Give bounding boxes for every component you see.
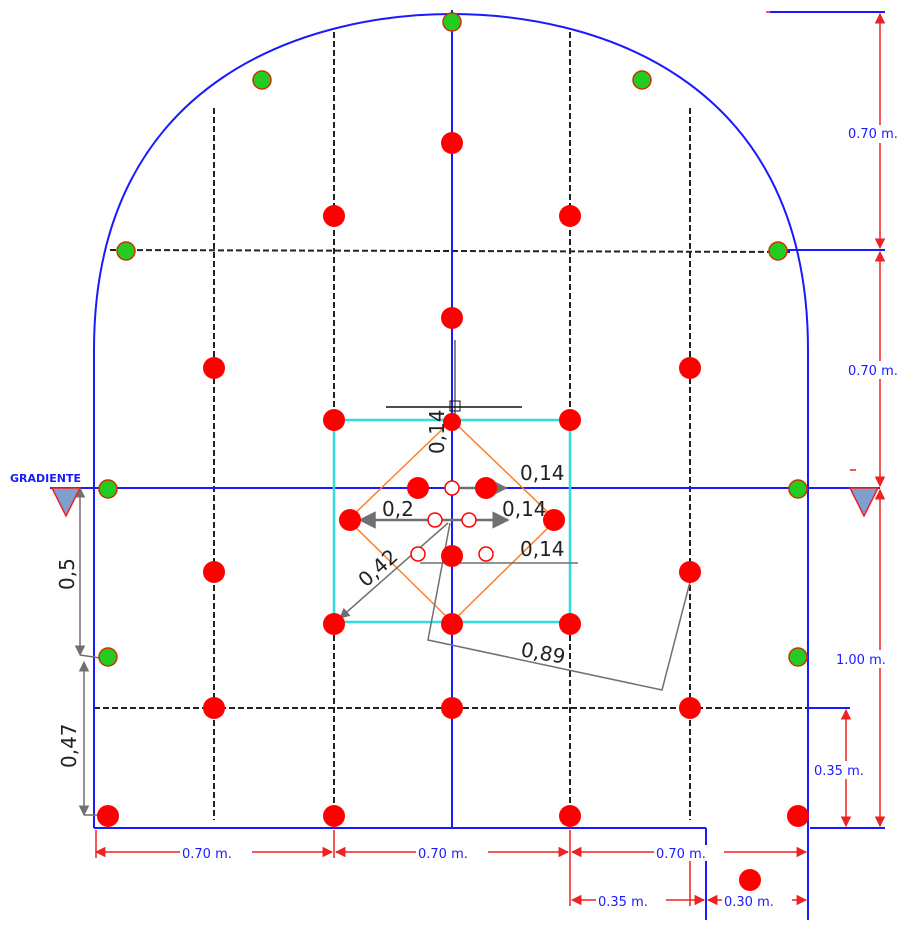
meas-cut-right-1: 0,14 — [520, 461, 565, 485]
production-hole — [739, 869, 761, 891]
perimeter-holes — [98, 12, 808, 667]
production-hole — [559, 205, 581, 227]
meas-cut-right-3: 0,14 — [520, 537, 565, 561]
gradient-label: GRADIENTE — [10, 472, 81, 485]
label-bg — [846, 361, 906, 379]
perimeter-hole — [788, 647, 808, 667]
label-bg — [596, 893, 666, 909]
production-hole — [441, 545, 463, 567]
measurement-arrows — [74, 479, 691, 817]
production-hole — [475, 477, 497, 499]
production-hole — [679, 357, 701, 379]
production-hole — [559, 805, 581, 827]
arrow-diagonal — [339, 522, 449, 619]
relief-hole — [444, 480, 460, 496]
relief-hole — [427, 512, 443, 528]
dim-label-bottom-right: 0.70 m. — [656, 847, 706, 862]
cut-crosshair-box — [449, 400, 461, 412]
dim-label-bottom-center: 0.70 m. — [418, 847, 468, 862]
gradient-triangle-left — [50, 487, 82, 518]
label-bg — [834, 650, 904, 668]
meas-cut-top: 0,14 — [425, 409, 449, 454]
production-hole — [441, 132, 463, 154]
production-hole — [443, 413, 461, 431]
relief-hole — [410, 546, 426, 562]
meas-left-upper: 0,5 — [55, 558, 79, 590]
label-bg — [180, 845, 252, 861]
production-hole — [787, 805, 809, 827]
label-bg — [416, 845, 488, 861]
tunnel-outline — [50, 10, 885, 920]
production-hole — [323, 805, 345, 827]
perimeter-hole — [632, 70, 652, 90]
dim-label-ditch-width: 0.35 m. — [598, 895, 648, 910]
meas-cut-left: 0,2 — [382, 497, 414, 521]
measurement-labels: 0,14 0,14 0,14 0,14 0,2 0,42 0,89 0,5 0,… — [55, 409, 567, 768]
relief-hole — [478, 546, 494, 562]
meas-cut-right-2: 0,14 — [502, 497, 547, 521]
meas-long-diagonal: 0,89 — [519, 637, 567, 668]
production-hole — [441, 697, 463, 719]
label-bg — [812, 761, 878, 779]
arrow-left-upper-tick — [79, 654, 101, 659]
dim-label-right-lower: 1.00 m. — [836, 653, 886, 668]
production-hole — [679, 561, 701, 583]
gradient-triangle-right — [848, 487, 880, 518]
production-hole — [559, 613, 581, 635]
perimeter-hole — [98, 479, 118, 499]
label-bg — [722, 893, 792, 909]
perimeter-hole — [788, 479, 808, 499]
gradient-markers: GRADIENTE — [10, 472, 880, 518]
perimeter-hole — [252, 70, 272, 90]
dim-label-right-middle: 0.70 m. — [848, 364, 898, 379]
production-hole — [559, 409, 581, 431]
label-bg — [846, 125, 906, 143]
production-hole — [407, 477, 429, 499]
production-hole — [323, 409, 345, 431]
production-hole — [323, 613, 345, 635]
production-hole — [441, 307, 463, 329]
dim-label-right-upper: 0.70 m. — [848, 127, 898, 142]
dim-label-bottom-left: 0.70 m. — [182, 847, 232, 862]
production-hole — [441, 613, 463, 635]
production-hole — [679, 697, 701, 719]
production-hole — [203, 697, 225, 719]
perimeter-hole — [442, 12, 462, 32]
production-holes — [97, 132, 809, 891]
label-bg — [654, 845, 724, 861]
production-hole — [203, 357, 225, 379]
production-hole — [97, 805, 119, 827]
arrow-long-diagonal — [427, 522, 691, 691]
grid-horizontal-upper — [109, 249, 791, 253]
production-hole — [543, 509, 565, 531]
relief-hole — [461, 512, 477, 528]
perimeter-hole — [98, 647, 118, 667]
production-hole — [339, 509, 361, 531]
meas-left-lower: 0,47 — [57, 723, 81, 768]
production-hole — [203, 561, 225, 583]
dim-label-right-floor: 0.35 m. — [814, 764, 864, 779]
production-hole — [323, 205, 345, 227]
relief-holes — [410, 480, 494, 562]
perimeter-hole — [768, 241, 788, 261]
dim-label-ditch-depth: 0.30 m. — [724, 895, 774, 910]
dimension-labels: 0.70 m. 0.70 m. 1.00 m. 0.35 m. 0.70 m. … — [180, 125, 906, 910]
perimeter-hole — [116, 241, 136, 261]
